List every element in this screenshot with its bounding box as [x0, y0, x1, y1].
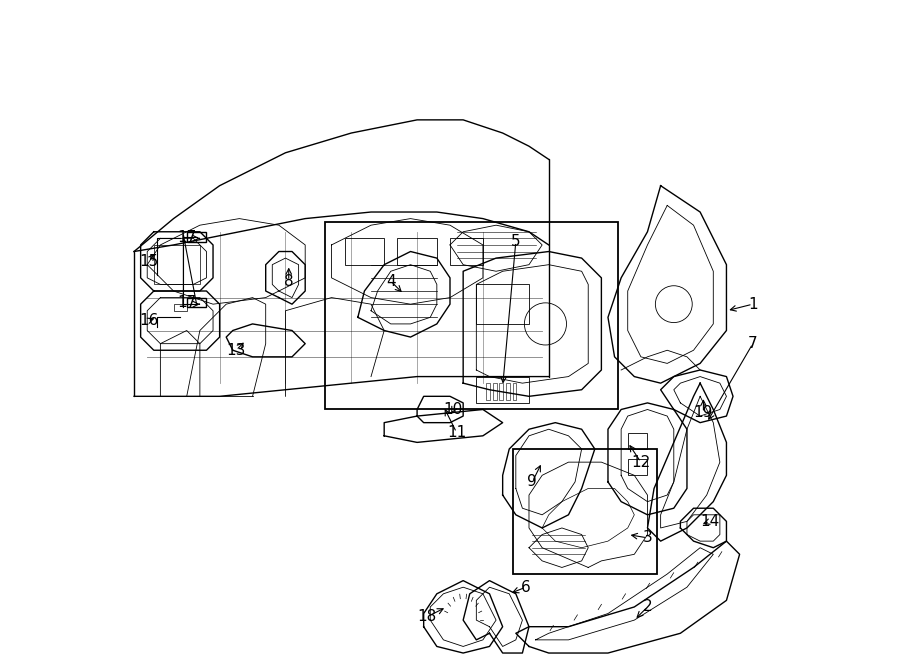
Text: 17: 17	[177, 229, 196, 245]
Bar	[476, 377, 529, 403]
Bar	[512, 383, 517, 400]
Text: 13: 13	[227, 343, 246, 358]
Bar	[627, 432, 647, 449]
Bar	[486, 383, 491, 400]
Bar	[345, 239, 384, 264]
Text: 19: 19	[694, 405, 713, 420]
Text: 16: 16	[139, 313, 158, 328]
Bar	[397, 239, 436, 264]
Bar	[325, 222, 617, 409]
Bar	[500, 383, 503, 400]
Text: 1: 1	[748, 297, 758, 312]
Bar	[450, 239, 483, 264]
Text: 14: 14	[700, 514, 720, 529]
Text: 6: 6	[521, 580, 531, 595]
Bar	[493, 383, 497, 400]
Text: 10: 10	[444, 402, 463, 417]
Text: 12: 12	[631, 455, 651, 470]
Bar	[186, 297, 206, 307]
Bar	[506, 383, 510, 400]
Text: 9: 9	[527, 475, 537, 489]
Bar	[174, 304, 186, 311]
Text: 18: 18	[418, 609, 436, 625]
Bar	[476, 284, 529, 324]
Bar	[627, 459, 647, 475]
Text: 7: 7	[748, 336, 758, 351]
Text: 15: 15	[139, 254, 158, 269]
Text: 5: 5	[511, 234, 520, 249]
Bar	[154, 245, 200, 284]
Text: 3: 3	[643, 530, 652, 545]
Text: 11: 11	[447, 425, 466, 440]
Text: 17: 17	[177, 295, 196, 311]
Text: 4: 4	[386, 274, 396, 289]
Text: 2: 2	[643, 600, 652, 615]
Text: 8: 8	[284, 274, 293, 289]
Bar	[186, 232, 206, 242]
Bar	[512, 449, 657, 574]
